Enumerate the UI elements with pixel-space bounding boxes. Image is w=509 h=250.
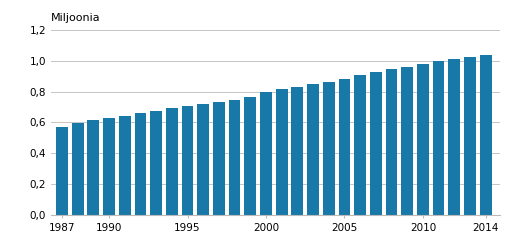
Bar xyxy=(56,126,68,215)
Bar xyxy=(401,67,412,215)
Bar xyxy=(181,106,193,215)
Bar xyxy=(88,120,99,215)
Bar xyxy=(119,116,130,215)
Text: Miljoonia: Miljoonia xyxy=(51,12,100,22)
Bar xyxy=(213,102,224,215)
Bar xyxy=(197,104,209,215)
Bar xyxy=(463,58,475,215)
Bar xyxy=(134,113,146,215)
Bar xyxy=(244,96,256,215)
Bar xyxy=(275,89,287,215)
Bar xyxy=(228,100,240,215)
Bar xyxy=(306,84,318,215)
Bar xyxy=(72,123,83,215)
Bar xyxy=(385,69,397,215)
Bar xyxy=(416,64,428,215)
Bar xyxy=(354,75,365,215)
Bar xyxy=(150,112,162,215)
Bar xyxy=(447,59,459,215)
Bar xyxy=(291,87,303,215)
Bar xyxy=(369,72,381,215)
Bar xyxy=(260,92,271,215)
Bar xyxy=(103,118,115,215)
Bar xyxy=(432,61,444,215)
Bar xyxy=(165,108,177,215)
Bar xyxy=(338,79,350,215)
Bar xyxy=(322,82,334,215)
Bar xyxy=(479,56,491,215)
